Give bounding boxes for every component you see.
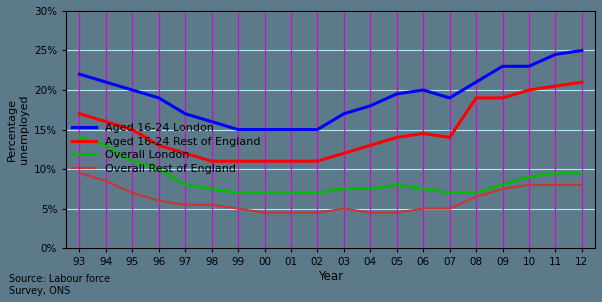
Overall London [393,183,400,187]
Line: Overall Rest of England: Overall Rest of England [79,173,582,213]
Overall London [129,159,136,163]
Line: Overall London: Overall London [79,137,582,193]
Aged 16-24 London [499,65,506,68]
Overall Rest of England [579,183,586,187]
Overall London [182,183,189,187]
Aged 16-24 London [208,120,216,124]
Overall Rest of England [182,203,189,207]
Overall Rest of England [499,187,506,191]
Overall London [261,191,268,194]
Aged 16-24 Rest of England [552,84,559,88]
Overall London [155,167,163,171]
Overall Rest of England [420,207,427,210]
Aged 16-24 London [102,80,110,84]
Overall London [340,187,347,191]
Overall Rest of England [393,211,400,214]
Overall London [446,191,453,194]
Aged 16-24 London [446,96,453,100]
Aged 16-24 London [340,112,347,116]
Aged 16-24 Rest of England [579,80,586,84]
Overall Rest of England [261,211,268,214]
Aged 16-24 London [314,128,321,131]
Overall London [420,187,427,191]
Overall Rest of England [102,179,110,183]
Aged 16-24 London [287,128,294,131]
Aged 16-24 London [182,112,189,116]
Overall London [235,191,242,194]
Aged 16-24 Rest of England [473,96,480,100]
Aged 16-24 London [552,53,559,56]
Aged 16-24 Rest of England [446,136,453,139]
Aged 16-24 Rest of England [129,128,136,131]
Y-axis label: Percentage
unemployed: Percentage unemployed [7,95,28,164]
Overall London [208,187,216,191]
Overall London [314,191,321,194]
Overall Rest of England [235,207,242,210]
Aged 16-24 Rest of England [208,159,216,163]
Aged 16-24 London [393,92,400,96]
Overall Rest of England [473,195,480,199]
Overall Rest of England [526,183,533,187]
Legend: Aged 16-24 London, Aged 16-24 Rest of England, Overall London, Overall Rest of E: Aged 16-24 London, Aged 16-24 Rest of En… [72,123,261,174]
Aged 16-24 Rest of England [235,159,242,163]
Aged 16-24 Rest of England [314,159,321,163]
Aged 16-24 Rest of England [102,120,110,124]
Aged 16-24 London [76,72,83,76]
Overall Rest of England [314,211,321,214]
Overall Rest of England [552,183,559,187]
Line: Aged 16-24 London: Aged 16-24 London [79,50,582,130]
Overall London [579,171,586,175]
Aged 16-24 Rest of England [367,143,374,147]
Aged 16-24 London [155,96,163,100]
Aged 16-24 London [579,49,586,52]
Aged 16-24 London [420,88,427,92]
Overall Rest of England [208,203,216,207]
Aged 16-24 Rest of England [76,112,83,116]
Aged 16-24 London [367,104,374,108]
Overall Rest of England [129,191,136,194]
Aged 16-24 Rest of England [499,96,506,100]
Overall Rest of England [76,171,83,175]
Aged 16-24 Rest of England [182,152,189,155]
X-axis label: Year: Year [318,270,343,283]
Aged 16-24 Rest of England [526,88,533,92]
Aged 16-24 Rest of England [340,152,347,155]
Aged 16-24 London [526,65,533,68]
Aged 16-24 London [235,128,242,131]
Overall London [473,191,480,194]
Overall Rest of England [340,207,347,210]
Aged 16-24 London [261,128,268,131]
Overall Rest of England [287,211,294,214]
Overall London [526,175,533,179]
Aged 16-24 Rest of England [155,143,163,147]
Aged 16-24 Rest of England [287,159,294,163]
Overall London [367,187,374,191]
Overall Rest of England [155,199,163,203]
Text: Source: Labour force
Survey, ONS: Source: Labour force Survey, ONS [9,274,110,296]
Overall London [102,143,110,147]
Aged 16-24 Rest of England [393,136,400,139]
Aged 16-24 London [473,80,480,84]
Overall Rest of England [367,211,374,214]
Overall London [76,136,83,139]
Overall London [287,191,294,194]
Overall Rest of England [446,207,453,210]
Aged 16-24 Rest of England [420,132,427,135]
Line: Aged 16-24 Rest of England: Aged 16-24 Rest of England [79,82,582,161]
Overall London [552,171,559,175]
Aged 16-24 Rest of England [261,159,268,163]
Overall London [499,183,506,187]
Aged 16-24 London [129,88,136,92]
